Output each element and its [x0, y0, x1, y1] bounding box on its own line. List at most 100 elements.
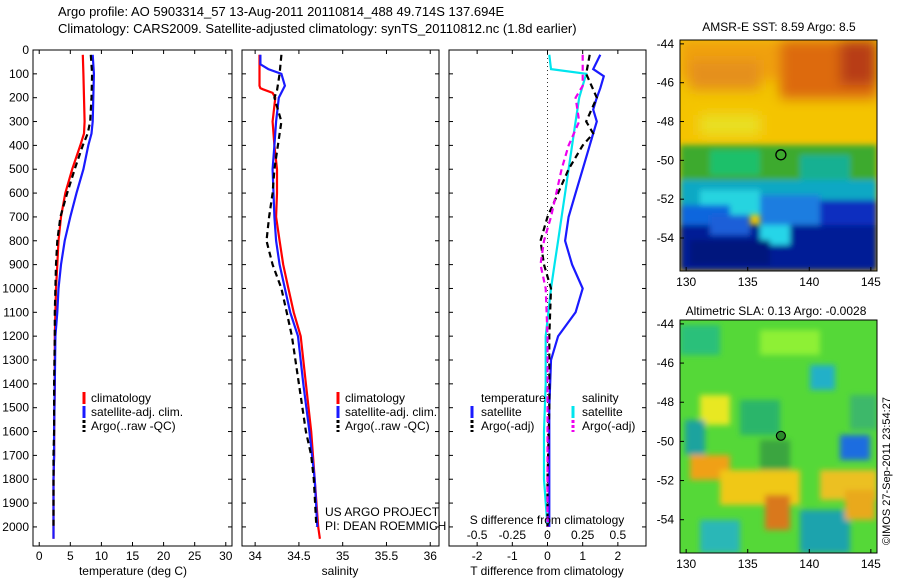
map-x-tick-label: 130	[676, 557, 696, 571]
sst-map-frame	[679, 39, 878, 272]
header-line-2: Climatology: CARS2009. Satellite-adjuste…	[58, 21, 577, 36]
x-tick-label: 34.5	[287, 549, 311, 563]
y-tick-label: 900	[9, 258, 29, 272]
x-tick-label: 2	[615, 549, 622, 563]
y-tick-label: 1100	[3, 305, 29, 319]
difference-panel: -2 -1 0 1 2-0.5 -0.25 0 0.25 0.5 temperature sat…	[448, 49, 647, 578]
x-tick-label: 35.5	[375, 549, 399, 563]
y-tick-label: 400	[9, 138, 29, 152]
sst-map-title: AMSR-E SST: 8.59 Argo: 8.5	[702, 20, 856, 34]
temperature-xlabel: temperature (deg C)	[79, 564, 187, 578]
legend-sal-satellite: satellite	[582, 405, 623, 419]
salinity-axes-frame	[241, 49, 440, 547]
argo-location-marker	[775, 149, 787, 161]
argo-location-marker	[775, 430, 786, 441]
x-tick-label-salinity: 0.25	[571, 528, 595, 542]
y-tick-label: 1200	[2, 329, 29, 343]
x-tick-label: 5	[67, 549, 74, 563]
map-x-tick-label: 135	[738, 557, 758, 571]
map-y-tick-label: -44	[657, 37, 675, 51]
x-tick-label: 15	[126, 549, 140, 563]
y-tick-label: 2000	[2, 520, 29, 534]
t-difference-label: T difference from climatology	[470, 564, 624, 578]
legend-satellite-adj: satellite-adj. clim.	[345, 405, 437, 419]
temperature-panel: 0100200300400500600700800900100011001200…	[2, 43, 232, 578]
map-x-tick-label: 145	[861, 557, 881, 571]
y-tick-label: 200	[9, 91, 29, 105]
series-line-salinity-argo-adj-	[539, 54, 584, 527]
map-y-tick-label: -54	[657, 513, 675, 527]
legend-argo-raw: Argo(..raw -QC)	[345, 419, 430, 433]
series-line-satellite-adj-clim-	[259, 54, 319, 527]
x-tick-label: 10	[95, 549, 109, 563]
y-tick-label: 1300	[2, 353, 29, 367]
x-tick-label: 1	[579, 549, 586, 563]
map-y-tick-label: -44	[657, 317, 675, 331]
map-y-tick-label: -48	[657, 395, 675, 409]
map-y-tick-label: -48	[657, 115, 675, 129]
imos-credit: ©IMOS 27-Sep-2011 23:54:27	[881, 397, 893, 545]
legend-satellite-adj: satellite-adj. clim.	[91, 405, 183, 419]
sla-map-title: Altimetric SLA: 0.13 Argo: -0.0028	[686, 304, 867, 318]
series-line-satellite-adj-clim-	[52, 54, 96, 539]
temperature-legend: climatology satellite-adj. clim. Argo(..…	[82, 391, 183, 433]
y-tick-label: 1800	[2, 472, 29, 486]
x-tick-label: 0	[544, 549, 551, 563]
x-tick-label: -1	[507, 549, 518, 563]
series-line-temperature-satellite	[548, 54, 606, 527]
project-credit: US ARGO PROJECT	[325, 505, 440, 519]
y-tick-label: 700	[9, 210, 29, 224]
x-tick-label-salinity: -0.25	[499, 528, 527, 542]
salinity-panel: 34 34.5 35 35.5 36 climatology satellite-adj…	[241, 49, 446, 578]
sst-map: AMSR-E SST: 8.59 Argo: 8.5	[657, 20, 882, 289]
legend-sal-argo: Argo(-adj)	[582, 419, 635, 433]
y-tick-label: 500	[9, 162, 29, 176]
y-tick-label: 1500	[2, 401, 29, 415]
y-tick-label: 1400	[2, 377, 29, 391]
legend-argo-raw: Argo(..raw -QC)	[91, 419, 176, 433]
y-tick-label: 800	[9, 234, 29, 248]
sla-field	[680, 320, 877, 553]
temperature-axes-frame	[32, 49, 233, 547]
map-y-tick-label: -46	[657, 76, 675, 90]
map-x-tick-label: 140	[799, 275, 819, 289]
x-tick-label: 36	[424, 549, 438, 563]
y-tick-label: 1000	[2, 281, 29, 295]
x-tick-label: 35	[336, 549, 350, 563]
map-x-tick-label: 145	[861, 275, 881, 289]
x-tick-label-salinity: -0.5	[467, 528, 488, 542]
x-tick-label: 0	[36, 549, 43, 563]
salinity-xlabel: salinity	[322, 564, 359, 578]
pi-credit: PI: DEAN ROEMMICH	[325, 519, 446, 533]
y-tick-label: 1700	[2, 448, 29, 462]
y-tick-label: 600	[9, 186, 29, 200]
y-tick-label: 100	[9, 67, 29, 81]
sst-field	[680, 40, 877, 271]
map-x-tick-label: 140	[799, 557, 819, 571]
x-tick-label: -2	[472, 549, 483, 563]
legend-climatology: climatology	[91, 391, 151, 405]
x-tick-label: 25	[188, 549, 202, 563]
map-y-tick-label: -50	[657, 153, 675, 167]
map-y-tick-label: -50	[657, 434, 675, 448]
series-line-argo-raw-qc-	[52, 54, 94, 527]
map-x-tick-label: 130	[676, 275, 696, 289]
y-tick-label: 1900	[2, 496, 29, 510]
map-x-tick-label: 135	[738, 275, 758, 289]
y-tick-label: 0	[22, 43, 29, 57]
map-y-tick-label: -52	[657, 192, 675, 206]
map-y-tick-label: -46	[657, 356, 675, 370]
s-difference-label: S difference from climatology	[470, 513, 625, 527]
y-tick-label: 1600	[2, 425, 29, 439]
difference-legend: temperature satellite Argo(-adj) salinit…	[470, 391, 635, 433]
sla-map: Altimetric SLA: 0.13 Argo: -0.0028	[657, 304, 882, 571]
sla-map-frame	[679, 319, 878, 554]
series-line-climatology	[258, 54, 321, 539]
series-line-argo-raw-qc-	[265, 54, 318, 527]
y-tick-label: 300	[9, 115, 29, 129]
header-line-1: Argo profile: AO 5903314_57 13-Aug-2011 …	[58, 4, 505, 19]
legend-temperature-title: temperature	[481, 391, 546, 405]
series-line-temperature-argo-adj-	[539, 54, 599, 527]
map-y-tick-label: -52	[657, 474, 675, 488]
